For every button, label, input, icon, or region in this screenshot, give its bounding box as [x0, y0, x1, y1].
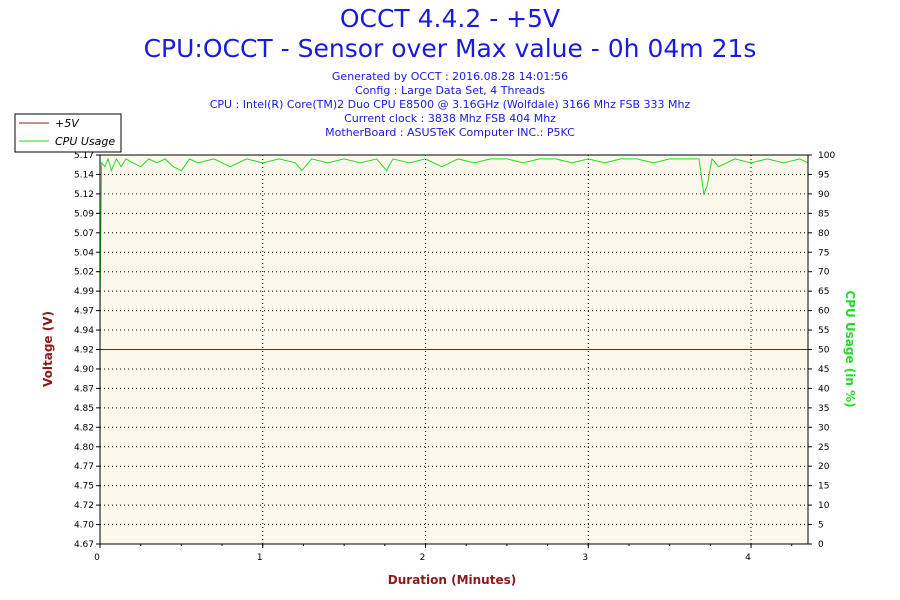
y-left-tick-label: 4.87 [74, 384, 94, 394]
x-axis-label: Duration (Minutes) [388, 573, 516, 587]
y-left-tick-label: 4.82 [74, 423, 94, 433]
info-config: Config : Large Data Set, 4 Threads [355, 84, 545, 97]
legend-label-voltage: +5V [55, 117, 80, 130]
info-cpu: CPU : Intel(R) Core(TM)2 Duo CPU E8500 @… [209, 98, 691, 111]
y-right-tick-label: 60 [818, 307, 830, 317]
y-left-tick-label: 5.14 [74, 170, 94, 180]
y-right-tick-label: 90 [818, 190, 830, 200]
y-left-tick-label: 4.85 [74, 404, 94, 414]
y-left-tick-label: 4.80 [74, 443, 94, 453]
y-right-tick-label: 30 [818, 423, 830, 433]
y-right-tick-label: 15 [818, 482, 829, 492]
y-left-tick-label: 4.75 [74, 482, 94, 492]
x-tick-label: 0 [94, 553, 100, 563]
y-right-tick-label: 95 [818, 170, 829, 180]
y-right-tick-label: 45 [818, 365, 829, 375]
y-left-tick-label: 4.99 [74, 287, 94, 297]
info-motherboard: MotherBoard : ASUSTeK Computer INC.: P5K… [325, 126, 575, 139]
y-right-tick-label: 85 [818, 209, 829, 219]
y-left-tick-label: 4.70 [74, 521, 94, 531]
chart-subtitle: CPU:OCCT - Sensor over Max value - 0h 04… [143, 34, 757, 63]
y-left-tick-label: 5.09 [74, 209, 94, 219]
y-right-tick-label: 40 [818, 384, 830, 394]
y-right-tick-label: 75 [818, 248, 829, 258]
y-right-tick-label: 100 [818, 151, 835, 161]
legend-box [14, 113, 122, 153]
y-left-tick-label: 5.07 [74, 229, 94, 239]
info-generated: Generated by OCCT : 2016.08.28 14:01:56 [331, 70, 569, 83]
y-axis-label-right: CPU Usage (in %) [843, 290, 857, 407]
ticks: 4.67 4.70 4.72 4.75 4.77 4.80 4.82 4.85 4.87 4.90… [74, 151, 835, 563]
y-left-tick-label: 4.67 [74, 540, 94, 550]
x-tick-label: 3 [582, 553, 588, 563]
y-right-tick-label: 5 [818, 521, 824, 531]
y-right-tick-label: 10 [818, 501, 830, 511]
y-right-tick-label: 0 [818, 540, 824, 550]
y-left-tick-label: 5.02 [74, 268, 94, 278]
legend-label-cpu: CPU Usage [55, 135, 115, 148]
y-left-tick-label: 4.72 [74, 501, 94, 511]
legend: +5V CPU Usage [14, 113, 122, 153]
y-right-tick-label: 70 [818, 268, 830, 278]
x-tick-label: 1 [257, 553, 263, 563]
y-right-tick-label: 50 [818, 346, 830, 356]
y-axis-label-left: Voltage (V) [41, 311, 55, 387]
y-left-tick-label: 5.04 [74, 248, 94, 258]
series-group [99, 157, 809, 350]
y-right-tick-label: 80 [818, 229, 830, 239]
info-clock: Current clock : 3838 Mhz FSB 404 Mhz [344, 112, 556, 125]
y-left-tick-label: 4.90 [74, 365, 94, 375]
y-left-tick-label: 4.92 [74, 346, 94, 356]
y-left-tick-label: 4.97 [74, 307, 94, 317]
y-left-tick-label: 4.94 [74, 326, 94, 336]
y-left-tick-label: 5.17 [74, 151, 94, 161]
series-cpu-usage-line [99, 157, 809, 311]
x-tick-label: 2 [420, 553, 426, 563]
y-right-tick-label: 55 [818, 326, 829, 336]
y-right-tick-label: 35 [818, 404, 829, 414]
y-left-tick-label: 5.12 [74, 190, 94, 200]
y-right-tick-label: 20 [818, 462, 830, 472]
y-right-tick-label: 65 [818, 287, 829, 297]
chart-title: OCCT 4.4.2 - +5V [339, 4, 561, 33]
x-tick-label: 4 [745, 553, 751, 563]
y-left-tick-label: 4.77 [74, 462, 94, 472]
grid [100, 155, 808, 544]
y-right-tick-label: 25 [818, 443, 829, 453]
